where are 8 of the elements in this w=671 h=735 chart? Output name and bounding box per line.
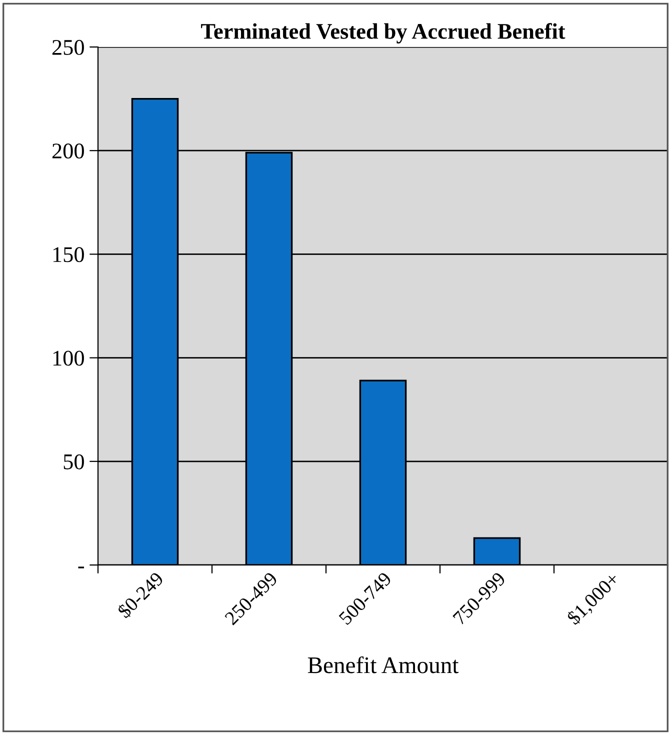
y-tick-label: 250	[52, 40, 84, 55]
y-tick-label: 150	[53, 247, 84, 262]
x-axis-title: Benefit Amount	[308, 656, 459, 674]
y-tick-label: 50	[64, 454, 84, 470]
y-tick-label: -	[78, 566, 84, 568]
y-tick-label: 100	[53, 350, 84, 366]
chart-title: Terminated Vested by Accrued Benefit	[201, 23, 566, 44]
y-tick-label: 200	[52, 144, 84, 159]
